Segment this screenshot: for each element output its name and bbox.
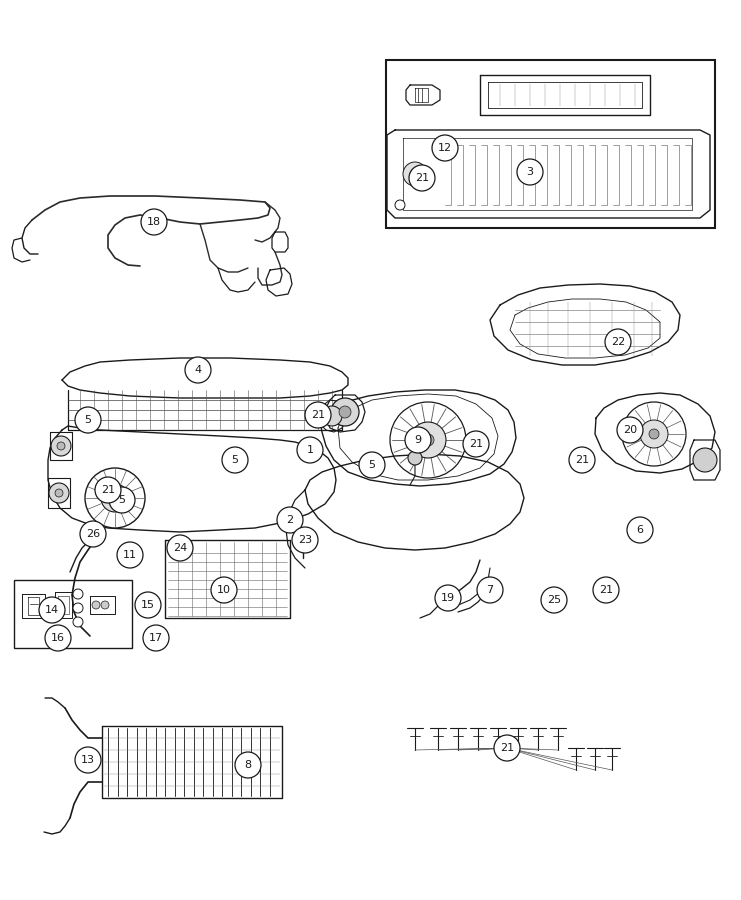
Circle shape — [569, 447, 595, 473]
Circle shape — [432, 135, 458, 161]
Text: 14: 14 — [45, 605, 59, 615]
Circle shape — [409, 165, 435, 191]
Circle shape — [85, 468, 145, 528]
Circle shape — [117, 542, 143, 568]
Circle shape — [135, 592, 161, 618]
Text: 21: 21 — [415, 173, 429, 183]
Circle shape — [235, 752, 261, 778]
Text: 18: 18 — [147, 217, 161, 227]
Text: 9: 9 — [414, 435, 422, 445]
Circle shape — [463, 431, 489, 457]
Circle shape — [277, 507, 303, 533]
Text: 5: 5 — [84, 415, 91, 425]
Circle shape — [167, 535, 193, 561]
Circle shape — [410, 422, 446, 458]
Circle shape — [339, 406, 351, 418]
Text: 23: 23 — [298, 535, 312, 545]
Circle shape — [55, 489, 63, 497]
Text: 10: 10 — [217, 585, 231, 595]
Circle shape — [435, 585, 461, 611]
Bar — [14, 580, 132, 648]
Circle shape — [80, 521, 106, 547]
Text: 5: 5 — [119, 495, 125, 505]
Text: 7: 7 — [486, 585, 494, 595]
Circle shape — [410, 169, 420, 179]
Circle shape — [403, 162, 427, 186]
Text: 25: 25 — [547, 595, 561, 605]
Text: 26: 26 — [86, 529, 100, 539]
Circle shape — [292, 527, 318, 553]
Text: 21: 21 — [575, 455, 589, 465]
Text: 21: 21 — [311, 410, 325, 420]
Text: 21: 21 — [101, 485, 115, 495]
Text: 16: 16 — [51, 633, 65, 643]
Text: 13: 13 — [81, 755, 95, 765]
Text: 8: 8 — [245, 760, 251, 770]
Circle shape — [211, 577, 237, 603]
Text: 21: 21 — [500, 743, 514, 753]
Circle shape — [622, 402, 686, 466]
Circle shape — [331, 398, 359, 426]
Circle shape — [617, 417, 643, 443]
Text: 5: 5 — [231, 455, 239, 465]
Circle shape — [359, 452, 385, 478]
Circle shape — [95, 477, 121, 503]
Circle shape — [75, 407, 101, 433]
Text: 24: 24 — [173, 543, 187, 553]
Circle shape — [39, 597, 65, 623]
Circle shape — [390, 402, 466, 478]
Circle shape — [45, 625, 71, 651]
Text: 20: 20 — [623, 425, 637, 435]
Text: 22: 22 — [611, 337, 625, 347]
Circle shape — [75, 747, 101, 773]
Circle shape — [185, 357, 211, 383]
Circle shape — [494, 735, 520, 761]
Text: 4: 4 — [194, 365, 202, 375]
Circle shape — [322, 406, 342, 426]
Circle shape — [305, 402, 331, 428]
Circle shape — [57, 442, 65, 450]
Circle shape — [405, 427, 431, 453]
Circle shape — [422, 434, 434, 446]
Text: 6: 6 — [637, 525, 643, 535]
Text: 3: 3 — [527, 167, 534, 177]
Circle shape — [49, 483, 69, 503]
Text: 21: 21 — [469, 439, 483, 449]
Circle shape — [649, 429, 659, 439]
Circle shape — [479, 583, 493, 597]
Text: 19: 19 — [441, 593, 455, 603]
Circle shape — [627, 517, 653, 543]
Circle shape — [541, 587, 567, 613]
Circle shape — [297, 437, 323, 463]
Circle shape — [408, 451, 422, 465]
Circle shape — [73, 617, 83, 627]
Circle shape — [51, 436, 71, 456]
Circle shape — [109, 487, 135, 513]
Circle shape — [395, 200, 405, 210]
Circle shape — [101, 601, 109, 609]
Circle shape — [73, 603, 83, 613]
Text: 11: 11 — [123, 550, 137, 560]
Circle shape — [73, 589, 83, 599]
Circle shape — [440, 590, 456, 606]
Circle shape — [222, 447, 248, 473]
Text: 2: 2 — [287, 515, 293, 525]
Circle shape — [477, 577, 503, 603]
Text: 15: 15 — [141, 600, 155, 610]
Circle shape — [517, 159, 543, 185]
Text: 1: 1 — [307, 445, 313, 455]
Circle shape — [605, 329, 631, 355]
Circle shape — [92, 601, 100, 609]
Bar — [386, 60, 715, 228]
Text: 12: 12 — [438, 143, 452, 153]
Circle shape — [143, 625, 169, 651]
Text: 17: 17 — [149, 633, 163, 643]
Circle shape — [141, 209, 167, 235]
Circle shape — [693, 448, 717, 472]
Circle shape — [640, 420, 668, 448]
Text: 5: 5 — [368, 460, 376, 470]
Text: 21: 21 — [599, 585, 613, 595]
Circle shape — [101, 484, 129, 512]
Circle shape — [593, 577, 619, 603]
